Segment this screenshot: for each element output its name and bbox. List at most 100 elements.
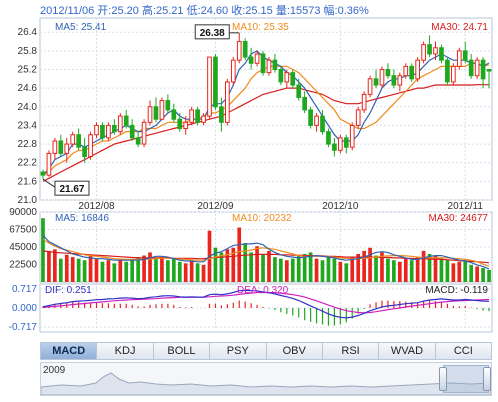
volume-bar [374,255,378,282]
volume-bar [160,257,164,282]
candle-body [94,124,99,136]
volume-bar [403,258,408,282]
volume-bar [421,250,426,282]
volume-bar [409,260,414,282]
tab-macd[interactable]: MACD [40,342,97,360]
candle-body [480,59,486,80]
price-axis-tick: 21.0 [18,195,38,206]
ma10-line [42,62,490,176]
candle-body [242,41,248,58]
candle-body [456,50,462,67]
volume-bar [397,261,402,282]
volume-bar [415,257,420,282]
candle-body [183,121,189,130]
volume-bar [166,260,170,282]
candle-body [355,109,361,126]
volume-bar [219,252,224,282]
volume-bar [326,257,331,282]
macd-label: MACD: -0.119 [425,285,488,296]
tab-cci[interactable]: CCI [434,342,492,360]
tab-rsi[interactable]: RSI [321,342,379,360]
volume-bar [332,258,337,282]
candle-body [379,69,385,86]
candle-body [385,69,391,77]
candle-body [141,121,147,145]
candle-body [254,53,260,64]
price-axis-tick: 24.0 [18,102,38,113]
candle-body [439,47,444,61]
date-axis-label: 2012/08 [78,201,115,212]
tab-obv[interactable]: OBV [265,342,322,360]
candle-body [52,140,58,154]
indicator-tabs: MACD KDJ BOLL PSY OBV RSI WVAD CCI [40,342,492,360]
volume-ma5-label: MA5: 16846 [55,213,109,224]
date-axis-label: 2012/11 [448,201,484,212]
volume-bar [112,263,117,282]
volume-bar [213,247,218,282]
candle-body [129,124,135,139]
tab-psy[interactable]: PSY [209,342,266,360]
volume-bar [380,252,384,282]
candle-body [445,59,450,83]
candle-body [486,69,492,72]
volume-bar [237,227,242,282]
volume-bar [296,255,301,282]
tab-wvad[interactable]: WVAD [378,342,435,360]
price-axis-tick: 22.8 [18,139,38,150]
candle-body [248,56,254,64]
candle-body [409,65,415,80]
volume-bar [171,258,176,282]
volume-bar [154,258,158,282]
macd-axis-tick: 0.717 [12,284,37,295]
candle-body [219,106,224,123]
ma5-line [42,50,490,176]
candle-body [106,124,111,139]
volume-axis-tick: 22500 [9,260,37,271]
volume-ma10-label: MA10: 20232 [232,213,292,224]
price-axis-tick: 25.2 [18,65,38,76]
candle-body [462,50,468,61]
tab-boll[interactable]: BOLL [152,342,210,360]
time-range-navigator[interactable]: 2009 [40,362,492,396]
price-axis-tick: 25.8 [18,46,38,57]
volume-bar [356,254,361,282]
low-marker-leader [42,178,56,188]
volume-bar [273,257,277,282]
volume-ma10-line [42,238,490,267]
candle-body [308,109,313,126]
chart-canvas[interactable]: 26.4 25.8 25.2 24.6 24.0 23.4 22.8 22.2 21.6 21.0… [0,0,498,340]
price-panel-frame [39,17,493,201]
volume-bar [64,254,69,282]
volume-bar [445,260,450,282]
dea-label: DEA: 0.320 [237,285,289,296]
candle-body [224,81,230,123]
volume-bar [427,254,432,282]
navigator-left-handle[interactable] [439,367,447,391]
navigator-year-label: 2009 [43,365,66,376]
date-axis-label: 2012/09 [197,201,234,212]
volume-bar [487,269,491,282]
candle-body [433,47,438,55]
volume-bar [433,255,438,282]
candle-body [70,134,76,145]
candle-body [468,59,474,77]
volume-bar [136,257,140,282]
volume-bar [314,258,319,282]
dif-label: DIF: 0.251 [45,285,92,296]
candle-body [153,106,159,120]
navigator-right-handle[interactable] [483,367,491,391]
candle-body [373,78,379,86]
ma5-label: MA5: 25.41 [55,22,107,33]
volume-bar [82,260,87,282]
low-marker-label: 21.67 [59,184,84,195]
tab-kdj[interactable]: KDJ [96,342,153,360]
candle-body [88,134,93,157]
volume-bar [255,246,259,282]
candle-body [349,124,355,148]
volume-bar [362,250,366,282]
candle-body [207,56,212,117]
volume-bar [439,258,444,282]
volume-bar [177,261,182,282]
volume-bar [302,254,307,282]
candle-body [337,137,343,151]
